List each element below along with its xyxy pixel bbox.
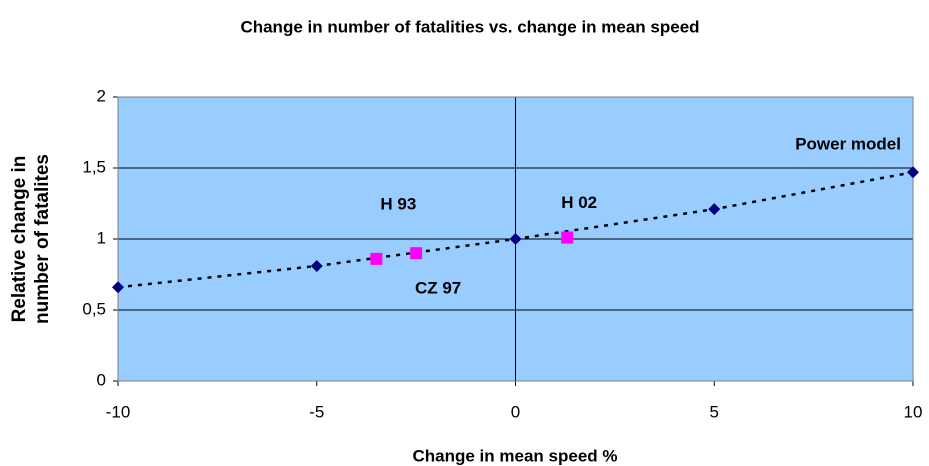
square-marker [561, 231, 574, 244]
diamond-marker [509, 233, 522, 245]
x-tick-label: -10 [106, 402, 131, 421]
square-marker [370, 252, 383, 265]
series-label: Power model [795, 135, 901, 154]
chart-title: Change in number of fatalities vs. chang… [240, 17, 699, 36]
point-label: CZ 97 [415, 279, 461, 298]
y-tick-label: 1 [97, 228, 106, 247]
plot-border [117, 96, 914, 382]
x-tick-label: 5 [710, 402, 719, 421]
y-axis-label: Relative change in [9, 156, 30, 323]
diamond-marker [112, 281, 124, 294]
y-axis-label: number of fatalites [32, 154, 53, 324]
y-tick-label: 1,5 [82, 157, 106, 176]
point-label: H 93 [380, 194, 416, 213]
diamond-marker [310, 259, 323, 272]
diamond-marker [708, 203, 721, 216]
y-tick-label: 0 [97, 370, 106, 389]
point-label: H 02 [561, 193, 597, 212]
x-tick-label: -5 [309, 402, 324, 421]
x-tick-label: 0 [511, 402, 520, 421]
x-tick-label: 10 [904, 402, 923, 421]
y-tick-label: 2 [97, 86, 106, 105]
y-tick-label: 0,5 [82, 299, 106, 318]
x-axis-label: Change in mean speed % [413, 446, 618, 465]
diamond-marker [907, 166, 919, 179]
square-marker [410, 247, 423, 260]
